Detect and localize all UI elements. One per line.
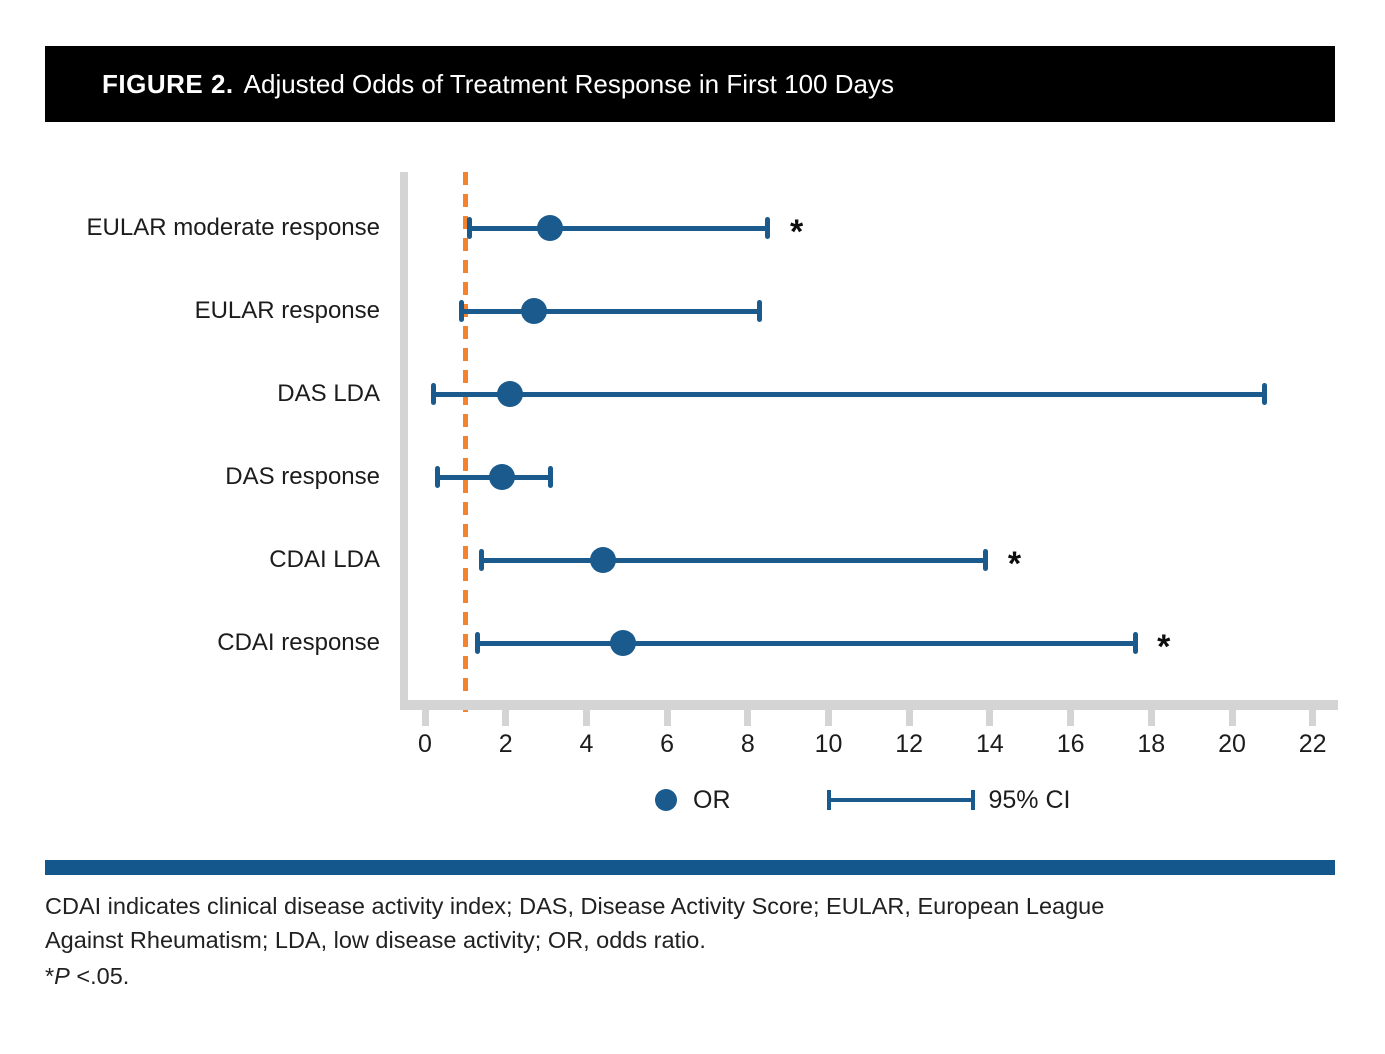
ci-cap-upper bbox=[765, 217, 771, 239]
x-tick-mark bbox=[1309, 710, 1317, 726]
category-label: EULAR response bbox=[194, 297, 380, 324]
legend-or-dot-icon bbox=[655, 789, 677, 811]
x-tick-mark bbox=[1067, 710, 1075, 726]
category-label: DAS response bbox=[225, 463, 380, 490]
ci-cap-lower bbox=[478, 549, 484, 571]
y-axis-line bbox=[400, 172, 408, 710]
significance-asterisk: * bbox=[1007, 545, 1022, 583]
x-tick-label: 20 bbox=[1218, 730, 1246, 758]
ci-cap-lower bbox=[458, 300, 464, 322]
x-tick-label: 12 bbox=[895, 730, 924, 758]
ci-bar bbox=[477, 640, 1136, 646]
significance-asterisk: * bbox=[1157, 628, 1171, 666]
ci-cap-lower bbox=[466, 217, 472, 239]
or-point bbox=[520, 298, 547, 324]
x-tick-mark bbox=[1147, 710, 1155, 726]
x-axis-line bbox=[400, 700, 1338, 710]
figure-number-label: FIGURE 2. bbox=[102, 68, 234, 99]
or-point bbox=[537, 215, 564, 241]
x-tick-mark bbox=[1228, 710, 1236, 726]
p-note-rest: <.05. bbox=[69, 963, 130, 989]
category-label: DAS LDA bbox=[277, 380, 380, 407]
legend-or-label: OR bbox=[693, 785, 731, 814]
ci-cap-upper bbox=[983, 549, 989, 571]
figure-title-text: Adjusted Odds of Treatment Response in F… bbox=[243, 68, 894, 99]
reference-line bbox=[462, 172, 468, 712]
category-label: EULAR moderate response bbox=[86, 214, 380, 241]
or-point bbox=[496, 381, 523, 407]
chart-legend: OR 95% CI bbox=[655, 784, 1070, 816]
x-tick-label: 8 bbox=[740, 730, 755, 758]
x-tick-mark bbox=[582, 710, 590, 726]
abbreviations-footnote: CDAI indicates clinical disease activity… bbox=[45, 893, 1105, 953]
ci-bar bbox=[481, 557, 986, 563]
x-tick-mark bbox=[502, 710, 510, 726]
x-tick-label: 10 bbox=[814, 730, 843, 758]
legend-ci-cap-right bbox=[970, 790, 975, 810]
x-tick-label: 2 bbox=[498, 730, 513, 758]
ci-cap-upper bbox=[547, 466, 553, 488]
x-tick-mark bbox=[986, 710, 994, 726]
figure-title-bar: FIGURE 2. Adjusted Odds of Treatment Res… bbox=[45, 46, 1335, 122]
legend-ci-line bbox=[826, 798, 975, 802]
x-tick-label: 4 bbox=[579, 730, 594, 758]
x-tick-label: 0 bbox=[418, 730, 432, 758]
ci-cap-lower bbox=[434, 466, 440, 488]
x-tick-mark bbox=[905, 710, 913, 726]
x-tick-label: 6 bbox=[660, 730, 675, 758]
x-tick-mark bbox=[663, 710, 671, 726]
ci-bar bbox=[461, 308, 760, 314]
legend-ci-errorbar-icon bbox=[826, 789, 975, 811]
x-tick-mark bbox=[744, 710, 752, 726]
or-point bbox=[488, 464, 515, 490]
or-point bbox=[589, 547, 616, 573]
legend-ci-label: 95% CI bbox=[988, 785, 1071, 814]
ci-cap-upper bbox=[757, 300, 763, 322]
x-tick-mark bbox=[421, 710, 429, 726]
ci-cap-upper bbox=[1132, 632, 1138, 654]
ci-cap-lower bbox=[430, 383, 436, 405]
footer-separator-bar bbox=[45, 860, 1335, 875]
ci-bar bbox=[469, 225, 768, 231]
category-label: CDAI response bbox=[217, 629, 380, 656]
category-label: CDAI LDA bbox=[269, 546, 380, 573]
or-point bbox=[609, 630, 636, 656]
ci-cap-lower bbox=[474, 632, 480, 654]
p-note-marker: * bbox=[45, 963, 55, 989]
p-note-symbol: P bbox=[54, 963, 70, 989]
p-value-note: *P <.05. bbox=[45, 963, 129, 990]
ci-cap-upper bbox=[1261, 383, 1267, 405]
x-tick-label: 18 bbox=[1137, 730, 1166, 758]
x-tick-label: 14 bbox=[975, 730, 1004, 758]
x-tick-mark bbox=[825, 710, 832, 726]
significance-asterisk: * bbox=[789, 213, 804, 251]
x-tick-label: 16 bbox=[1056, 730, 1085, 758]
x-tick-label: 22 bbox=[1298, 730, 1327, 758]
ci-bar bbox=[433, 391, 1265, 397]
